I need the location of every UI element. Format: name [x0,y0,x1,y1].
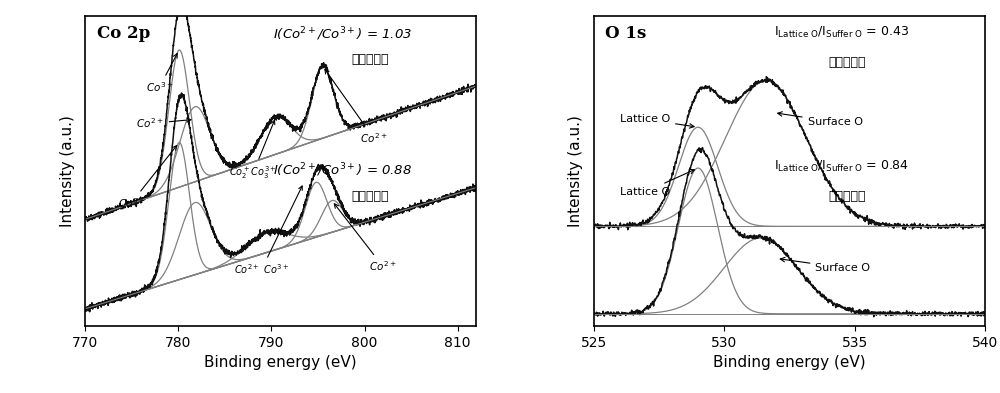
Y-axis label: Intensity (a.u.): Intensity (a.u.) [60,115,75,227]
Text: I$_{\rm Lattice\ O}$/I$_{\rm Suffer\ O}$ = 0.84: I$_{\rm Lattice\ O}$/I$_{\rm Suffer\ O}$… [774,158,909,174]
Text: $Co^{3+}$: $Co^{3+}$ [118,146,177,210]
Text: 刺蚀鈴酸锂: 刺蚀鈴酸锂 [828,56,866,69]
Text: $Co^{2+}$ $Co^{3+}$: $Co^{2+}$ $Co^{3+}$ [234,186,302,276]
Text: 原始鈴酸锂: 原始鈴酸锂 [351,189,389,202]
Text: Surface O: Surface O [780,257,870,273]
Text: Co 2p: Co 2p [97,25,150,42]
X-axis label: Binding energy (eV): Binding energy (eV) [204,355,357,371]
Text: Lattice O: Lattice O [620,114,694,128]
Y-axis label: Intensity (a.u.): Intensity (a.u.) [568,115,583,227]
X-axis label: Binding energy (eV): Binding energy (eV) [713,355,866,371]
Text: Lattice O: Lattice O [620,169,694,197]
Text: I(Co$^{2+}$/Co$^{3+}$) = 1.03: I(Co$^{2+}$/Co$^{3+}$) = 1.03 [273,25,412,42]
Text: $Co^{2+}$: $Co^{2+}$ [325,70,387,145]
Text: $Co^{3+}$: $Co^{3+}$ [146,53,177,94]
Text: $Co^{2+}$: $Co^{2+}$ [334,204,397,273]
Text: I$_{\rm Lattice\ O}$/I$_{\rm Suffer\ O}$ = 0.43: I$_{\rm Lattice\ O}$/I$_{\rm Suffer\ O}$… [774,25,909,40]
Text: Surface O: Surface O [778,112,863,127]
Text: I(Co$^{2+}$/Co$^{3+}$) = 0.88: I(Co$^{2+}$/Co$^{3+}$) = 0.88 [273,162,412,179]
Text: $Co^{2+}$: $Co^{2+}$ [136,117,191,130]
Text: O 1s: O 1s [605,25,647,42]
Text: $Co_2^+Co_3^{3+}$: $Co_2^+Co_3^{3+}$ [229,120,277,181]
Text: 刺蚀鈴酸锂: 刺蚀鈴酸锂 [351,53,389,66]
Text: 原始鈴酸锂: 原始鈴酸锂 [828,189,866,202]
